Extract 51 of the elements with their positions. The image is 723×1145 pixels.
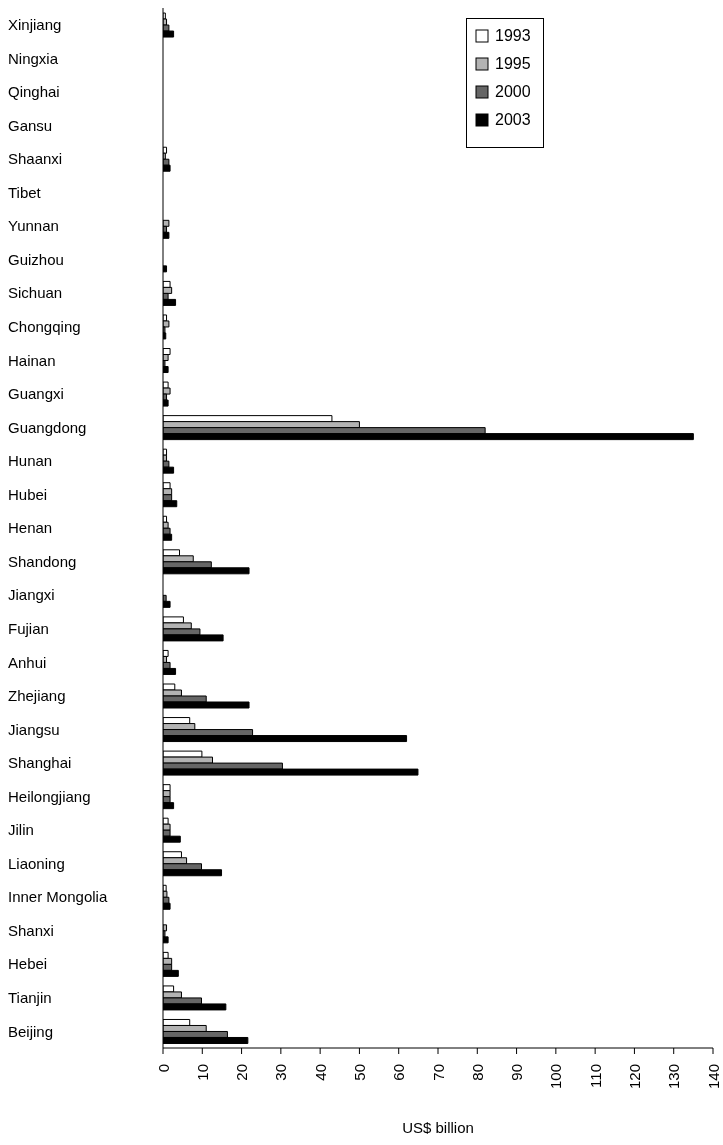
y-tick-label: Xinjiang: [8, 16, 62, 34]
y-tick-label: Tibet: [8, 183, 42, 201]
y-tick-label: Ningxia: [8, 49, 59, 67]
x-tick-label: 100: [547, 1064, 565, 1090]
y-tick-label: Hebei: [8, 955, 48, 973]
x-axis-title: US$ billion: [402, 1119, 474, 1136]
y-tick-label: Shanxi: [8, 921, 54, 939]
y-tick-label: Anhui: [8, 653, 47, 671]
x-tick-label: 0: [154, 1064, 172, 1073]
y-tick-label: Yunnan: [8, 217, 59, 235]
y-tick-label: Guangxi: [8, 385, 64, 403]
x-tick-label: 50: [350, 1064, 368, 1081]
x-tick-label: 70: [429, 1064, 447, 1081]
legend-label: 1995: [495, 55, 531, 73]
y-tick-label: Jiangsu: [8, 720, 60, 738]
x-tick-label: 90: [508, 1064, 526, 1081]
x-tick-label: 110: [586, 1064, 604, 1088]
y-tick-label: Beijing: [8, 1022, 54, 1040]
x-tick-label: 10: [193, 1064, 211, 1081]
y-tick-label: Tianjin: [8, 989, 52, 1006]
y-tick-label: Hainan: [8, 351, 56, 369]
x-tick-label: 20: [233, 1064, 251, 1081]
y-tick-label: Liaoning: [8, 854, 65, 872]
y-tick-label: Hunan: [8, 452, 53, 470]
y-tick-label: Qinghai: [8, 83, 60, 101]
x-tick-label: 140: [704, 1064, 722, 1090]
y-tick-label: Hubei: [8, 485, 48, 503]
y-tick-label: Inner Mongolia: [8, 888, 108, 906]
y-tick-label: Zhejiang: [8, 687, 66, 705]
legend-label: 2000: [495, 83, 531, 101]
legend-label: 2003: [495, 111, 531, 129]
y-tick-label: Shanghai: [8, 754, 72, 772]
x-tick-label: 40: [311, 1064, 329, 1081]
y-tick-label: Fujian: [8, 619, 49, 637]
y-tick-label: Shandong: [8, 552, 77, 570]
y-tick-label: Shaanxi: [8, 150, 63, 168]
x-tick-label: 120: [625, 1064, 643, 1090]
x-tick-label: 60: [390, 1064, 408, 1081]
y-tick-label: Henan: [8, 519, 53, 537]
x-tick-label: 80: [468, 1064, 486, 1081]
x-tick-label: 30: [272, 1064, 290, 1081]
y-tick-label: Gansu: [8, 116, 53, 134]
y-tick-label: Heilongjiang: [8, 787, 91, 805]
y-tick-label: Jiangxi: [8, 586, 55, 604]
y-tick-label: Guizhou: [8, 250, 64, 268]
legend-label: 1993: [495, 27, 531, 45]
x-tick-label: 130: [665, 1064, 683, 1090]
y-tick-label: Sichuan: [8, 284, 63, 302]
y-tick-label: Jilin: [8, 821, 34, 839]
y-tick-label: Guangdong: [8, 418, 87, 436]
y-tick-label: Chongqing: [8, 318, 81, 336]
